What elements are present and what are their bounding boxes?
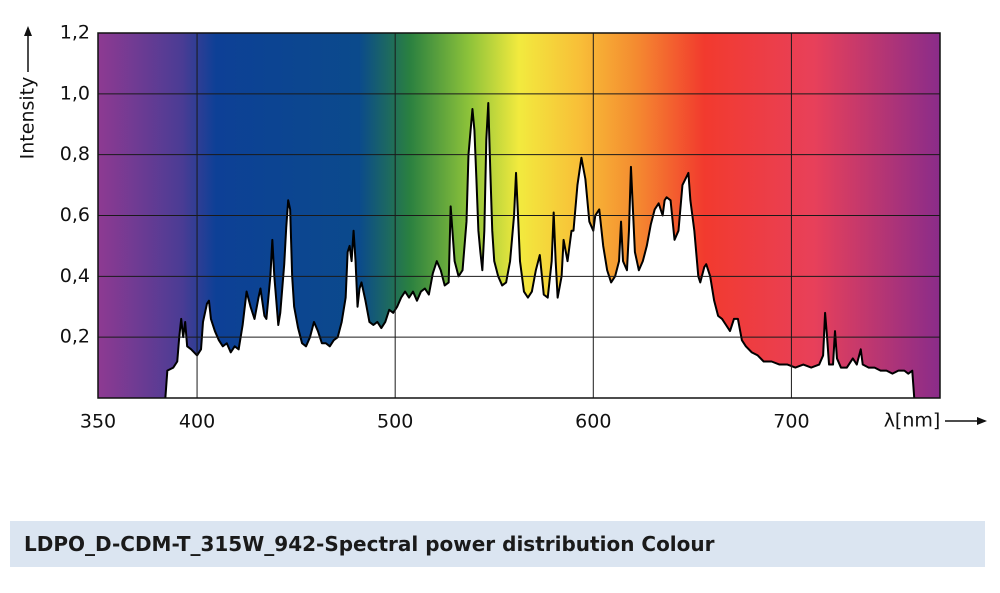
plot-border xyxy=(97,32,941,399)
y-tick-label: 1,2 xyxy=(60,22,90,44)
x-tick-label: 350 xyxy=(80,411,116,433)
caption: LDPO_D-CDM-T_315W_942-Spectral power dis… xyxy=(10,521,985,567)
spectrum-line xyxy=(164,101,916,399)
y-tick-label: 0,2 xyxy=(60,326,90,348)
x-tick-label: 700 xyxy=(773,411,809,433)
x-axis-label: λ[nm] xyxy=(884,410,941,432)
x-arrow-head xyxy=(977,417,987,425)
y-tick-label: 1,0 xyxy=(60,82,90,104)
chart: 0,2 0,4 0,6 0,8 1,0 1,2 350 400 500 600 700 Intens… xyxy=(17,22,987,433)
y-tick-label: 0,8 xyxy=(60,143,90,165)
y-tick-label: 0,4 xyxy=(60,265,90,287)
x-tick-label: 600 xyxy=(575,411,611,433)
y-axis-label: Intensity xyxy=(17,77,39,160)
y-tick-label: 0,6 xyxy=(60,204,90,226)
x-tick-label: 500 xyxy=(377,411,413,433)
y-arrow-head xyxy=(24,26,32,36)
x-tick-label: 400 xyxy=(179,411,215,433)
